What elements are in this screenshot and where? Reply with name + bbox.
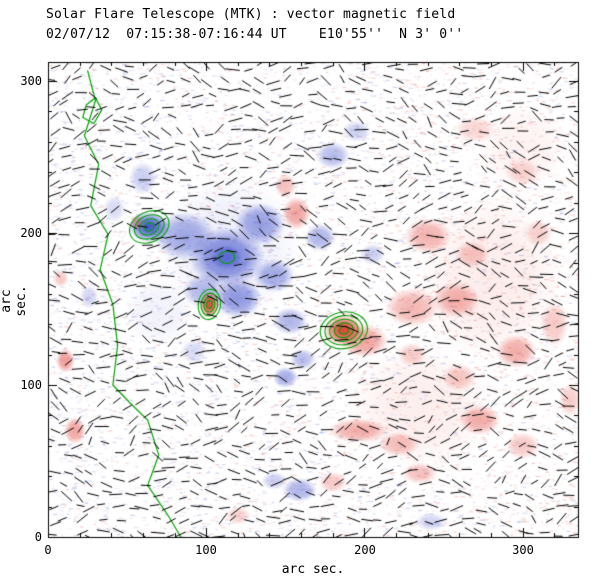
- x-tick-label-200: 200: [354, 543, 376, 557]
- x-tick-label-300: 300: [512, 543, 534, 557]
- y-tick-label-100: 100: [20, 378, 42, 392]
- x-tick-label-0: 0: [44, 543, 52, 557]
- y-tick-label-300: 300: [20, 74, 42, 88]
- x-axis-label: arc sec.: [281, 562, 345, 577]
- y-tick-label-0: 0: [34, 530, 42, 544]
- x-tick-label-100: 100: [195, 543, 217, 557]
- plot-title: Solar Flare Telescope (MTK) : vector mag…: [46, 7, 456, 22]
- y-axis-label: arc sec.: [0, 285, 29, 317]
- y-tick-label-200: 200: [20, 226, 42, 240]
- plot-subtitle: 02/07/12 07:15:38-07:16:44 UT E10'55'' N…: [46, 27, 464, 42]
